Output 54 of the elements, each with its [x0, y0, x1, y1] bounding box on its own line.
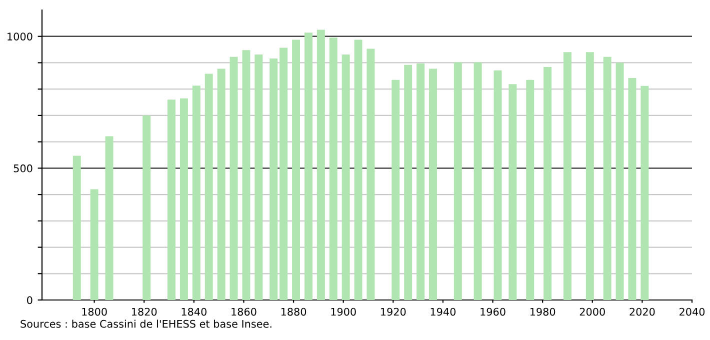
source-note: Sources : base Cassini de l'EHESS et base Insee. — [20, 320, 272, 328]
x-tick-label: 2020 — [630, 308, 655, 316]
bar — [404, 64, 412, 300]
bar — [105, 136, 114, 300]
bar — [254, 54, 263, 300]
x-tick-label: 2000 — [580, 308, 605, 316]
bar — [192, 86, 200, 300]
x-tick-label: 1860 — [232, 308, 256, 316]
bar — [586, 52, 594, 300]
x-tick-label: 1820 — [132, 308, 157, 316]
bar — [603, 56, 612, 300]
bar — [270, 58, 278, 300]
y-tick-label: 1000 — [8, 32, 32, 40]
bar — [544, 66, 552, 300]
bar — [454, 62, 462, 300]
x-tick-label: 1940 — [430, 308, 456, 316]
bar — [616, 62, 624, 300]
bar — [329, 38, 338, 300]
bar — [342, 54, 350, 300]
bar — [180, 98, 188, 300]
bar — [494, 70, 502, 300]
bar — [416, 64, 425, 300]
bar — [90, 189, 98, 300]
x-tick-label: 1900 — [331, 308, 356, 316]
bar — [142, 115, 151, 300]
bar — [230, 56, 238, 300]
bar — [640, 86, 649, 300]
bar — [242, 50, 250, 300]
bar — [354, 40, 362, 300]
bar — [292, 40, 300, 300]
bar — [474, 62, 482, 300]
x-tick-label: 1920 — [381, 308, 406, 316]
bar — [72, 156, 81, 300]
x-tick-label: 2040 — [680, 308, 705, 316]
bar — [217, 68, 226, 300]
x-tick-label: 1800 — [82, 308, 107, 316]
y-tick-label: 500 — [14, 164, 32, 172]
bar — [304, 32, 312, 300]
x-tick-label: 1880 — [281, 308, 306, 316]
x-tick-label: 1960 — [480, 308, 506, 316]
bar — [280, 48, 288, 300]
x-tick-label: 1840 — [182, 308, 206, 316]
bar — [526, 80, 534, 300]
bar — [628, 78, 636, 300]
bar — [366, 48, 375, 300]
bar — [508, 84, 517, 300]
bar — [392, 80, 400, 300]
bar — [316, 30, 325, 300]
x-tick-label: 1980 — [530, 308, 556, 316]
bar — [429, 68, 437, 300]
y-tick-label: 0 — [27, 296, 32, 304]
bar — [563, 52, 572, 300]
bar — [168, 100, 176, 300]
bar — [204, 74, 213, 300]
